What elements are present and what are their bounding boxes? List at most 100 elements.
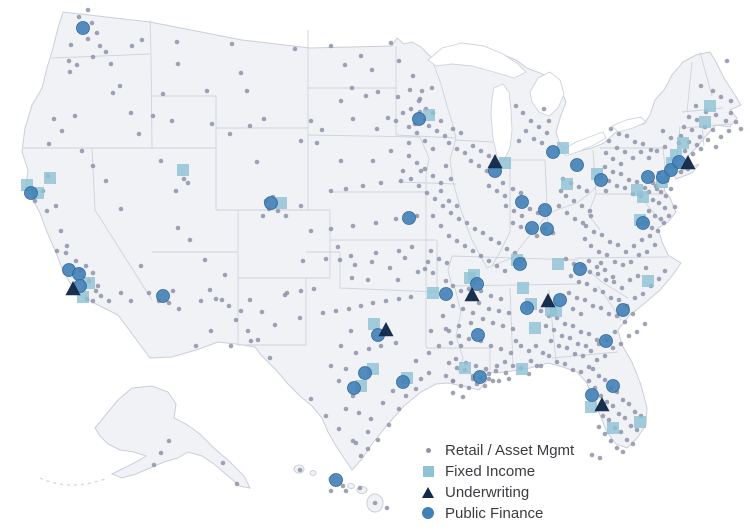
retail-dot-marker bbox=[450, 390, 456, 396]
retail-dot-marker bbox=[328, 488, 334, 494]
retail-dot-marker bbox=[589, 452, 595, 458]
underwriting-layer bbox=[65, 153, 696, 412]
public-finance-marker bbox=[636, 216, 650, 230]
retail-dot-marker bbox=[395, 94, 401, 100]
retail-dot-marker bbox=[718, 94, 724, 100]
retail-dot-marker bbox=[90, 54, 96, 60]
retail-dot-marker bbox=[369, 67, 375, 73]
retail-dot-marker bbox=[693, 103, 699, 109]
underwriting-marker bbox=[487, 153, 503, 169]
retail-dot-marker bbox=[650, 197, 656, 203]
retail-dot-marker bbox=[546, 118, 552, 124]
retail-dot-marker bbox=[335, 244, 341, 250]
retail-dot-marker bbox=[146, 290, 152, 296]
retail-dot-marker bbox=[689, 127, 695, 133]
retail-dot-marker bbox=[648, 147, 654, 153]
retail-dot-marker bbox=[454, 238, 460, 244]
retail-dot-marker bbox=[103, 49, 109, 55]
public-finance-marker bbox=[553, 293, 567, 307]
retail-dot-marker bbox=[446, 233, 452, 239]
retail-dot-marker bbox=[668, 186, 674, 192]
retail-dot-marker bbox=[614, 145, 620, 151]
retail-dot-marker bbox=[336, 426, 342, 432]
retail-dot-marker bbox=[596, 424, 602, 430]
underwriting-marker bbox=[65, 280, 81, 296]
retail-dot-marker bbox=[618, 161, 624, 167]
retail-dot-marker bbox=[395, 277, 401, 283]
retail-dot-marker bbox=[319, 127, 325, 133]
public-finance-marker bbox=[358, 366, 372, 380]
retail-dot-marker bbox=[158, 158, 164, 164]
retail-dot-marker bbox=[652, 242, 658, 248]
retail-dot-marker bbox=[446, 198, 452, 204]
fixed-income-marker bbox=[427, 287, 439, 299]
retail-dot-marker bbox=[453, 356, 459, 362]
retail-dot-marker bbox=[227, 131, 233, 137]
retail-dot-marker bbox=[90, 270, 96, 276]
retail-dot-marker bbox=[298, 288, 304, 294]
retail-dot-marker bbox=[570, 367, 576, 373]
retail-dot-marker bbox=[582, 297, 588, 303]
retail-dot-marker bbox=[336, 378, 342, 384]
retail-dot-marker bbox=[430, 213, 436, 219]
retail-dot-marker bbox=[323, 413, 329, 419]
retail-dot-marker bbox=[519, 213, 525, 219]
retail-dot-marker bbox=[248, 338, 254, 344]
retail-dot-marker bbox=[612, 329, 618, 335]
public-finance-marker bbox=[329, 473, 343, 487]
retail-dot-marker bbox=[603, 277, 609, 283]
retail-dot-marker bbox=[385, 115, 391, 121]
retail-dot-marker bbox=[54, 248, 60, 254]
retail-dot-marker bbox=[470, 248, 476, 254]
retail-dot-marker bbox=[74, 62, 80, 68]
retail-dot-marker bbox=[373, 220, 379, 226]
retail-dot-marker bbox=[229, 41, 235, 47]
public-finance-marker bbox=[24, 186, 38, 200]
retail-dot-marker bbox=[202, 257, 208, 263]
retail-dot-marker bbox=[583, 223, 589, 229]
retail-dot-marker bbox=[410, 73, 416, 79]
retail-dot-marker bbox=[630, 155, 636, 161]
retail-dot-marker bbox=[595, 271, 601, 277]
retail-dot-marker bbox=[393, 118, 399, 124]
retail-dot-marker bbox=[502, 359, 508, 365]
retail-dot-marker bbox=[432, 196, 438, 202]
retail-dot-marker bbox=[378, 180, 384, 186]
retail-dot-marker bbox=[407, 87, 413, 93]
retail-dot-marker bbox=[446, 140, 452, 146]
retail-dot-marker bbox=[450, 378, 456, 384]
retail-dot-marker bbox=[446, 328, 452, 334]
retail-dot-marker bbox=[610, 169, 616, 175]
retail-dot-marker bbox=[388, 148, 394, 154]
retail-dot-marker bbox=[493, 368, 499, 374]
retail-dot-marker bbox=[370, 158, 376, 164]
retail-dot-marker bbox=[419, 88, 425, 94]
retail-dot-marker bbox=[226, 303, 232, 309]
retail-dot-marker bbox=[118, 206, 124, 212]
retail-dot-marker bbox=[343, 186, 349, 192]
retail-dot-marker bbox=[588, 348, 594, 354]
retail-dot-marker bbox=[456, 333, 462, 339]
retail-dot-marker bbox=[698, 83, 704, 89]
retail-dot-marker bbox=[466, 286, 472, 292]
retail-dot-marker bbox=[32, 198, 38, 204]
retail-dot-marker bbox=[500, 323, 506, 329]
retail-dot-marker bbox=[209, 121, 215, 127]
public-finance-marker bbox=[471, 328, 485, 342]
retail-dot-marker bbox=[626, 177, 632, 183]
retail-dot-marker bbox=[473, 363, 479, 369]
retail-dot-marker bbox=[413, 386, 419, 392]
retail-dot-marker bbox=[387, 265, 393, 271]
retail-dot-marker bbox=[570, 306, 576, 312]
retail-dot-marker bbox=[275, 208, 281, 214]
retail-dot-marker bbox=[460, 306, 466, 312]
retail-dot-marker bbox=[260, 213, 266, 219]
retail-dot-marker bbox=[498, 346, 504, 352]
retail-dot-marker bbox=[328, 43, 334, 49]
retail-dot-marker bbox=[97, 43, 103, 49]
retail-dot-marker bbox=[454, 146, 460, 152]
retail-dot-marker bbox=[630, 441, 636, 447]
retail-dot-marker bbox=[622, 415, 628, 421]
retail-dot-marker bbox=[366, 346, 372, 352]
retail-dot-marker bbox=[353, 440, 359, 446]
